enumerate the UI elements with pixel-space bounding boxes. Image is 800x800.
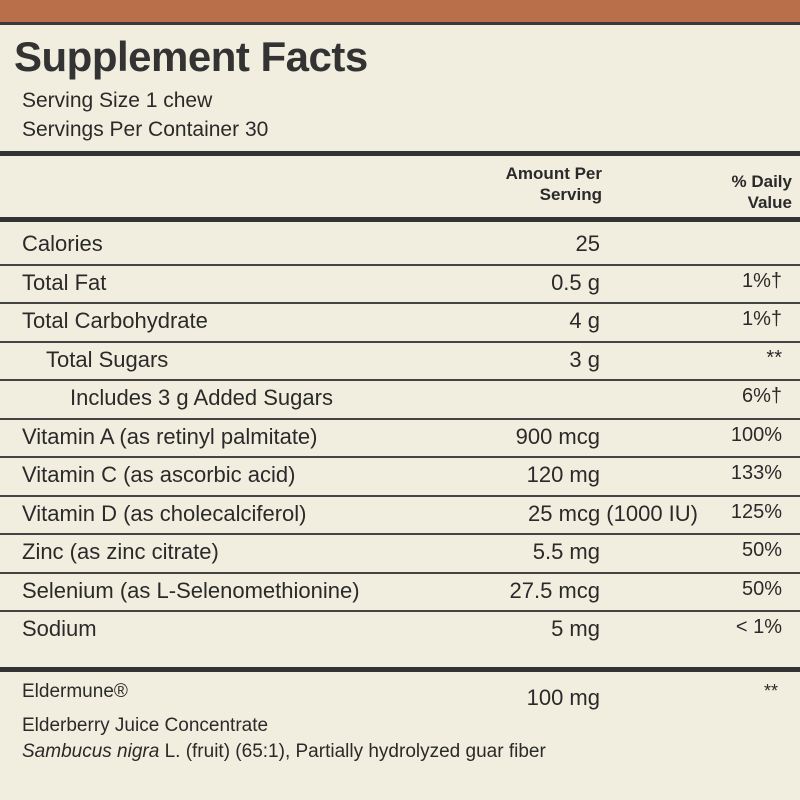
amount: 900 mcg <box>515 423 600 449</box>
rule <box>0 571 800 574</box>
amount: 0.5 g <box>551 269 600 295</box>
rule <box>0 302 800 304</box>
blend-line: Elderberry Juice Concentrate <box>22 715 269 736</box>
daily-value: 133% <box>730 462 782 484</box>
serving-size: Serving Size 1 chew <box>22 89 213 112</box>
nutrient-name: Includes 3 g Added Sugars <box>70 385 333 410</box>
nutrient-name: Selenium (as L-Selenomethionine) <box>22 577 360 603</box>
daily-value: 125% <box>730 500 782 523</box>
daily-value: 1%† <box>741 269 782 292</box>
blend-name: Eldermune® <box>22 681 128 702</box>
amount: 3 g <box>569 346 600 372</box>
column-header: Amount Per Serving <box>505 164 602 204</box>
amount: 5.5 mg <box>532 539 600 564</box>
daily-value: 100% <box>730 423 782 446</box>
rule <box>0 217 800 222</box>
daily-value: 50% <box>741 539 782 561</box>
amount: 25 <box>575 231 600 256</box>
rule <box>0 151 800 156</box>
rule <box>0 417 800 420</box>
supplement-label: Supplement Facts Serving Size 1 chew Ser… <box>0 22 800 800</box>
amount: 25 mcg (1000 IU) <box>528 500 698 526</box>
rule <box>0 667 800 672</box>
rule <box>0 533 800 535</box>
amount: 4 g <box>569 308 600 333</box>
species: Sambucus nigra <box>22 741 160 762</box>
daily-value: 6%† <box>741 385 782 407</box>
nutrient-name: Vitamin A (as retinyl palmitate) <box>22 423 318 449</box>
daily-value: ** <box>766 346 782 369</box>
nutrient-name: Sodium <box>22 616 97 641</box>
rule <box>0 379 800 381</box>
nutrient-name: Zinc (as zinc citrate) <box>22 539 219 564</box>
amount: 27.5 mcg <box>509 577 601 603</box>
column-header: % Daily Value <box>731 172 792 212</box>
rule <box>0 610 800 612</box>
amount: 5 mg <box>551 616 600 641</box>
nutrient-name: Calories <box>22 231 103 256</box>
nutrient-name: Total Carbohydrate <box>22 308 208 333</box>
nutrient-name: Total Sugars <box>46 346 169 372</box>
nutrient-name: Total Fat <box>22 269 107 295</box>
blend-amount: 100 mg <box>526 685 600 710</box>
rule <box>0 456 800 458</box>
nutrient-name: Vitamin D (as cholecalciferol) <box>22 500 307 526</box>
amount: 120 mg <box>526 462 600 487</box>
blend-dv: ** <box>763 681 778 701</box>
nutrient-name: Vitamin C (as ascorbic acid) <box>22 462 296 487</box>
servings: Servings Per Container 30 <box>22 118 269 141</box>
rule <box>0 494 800 497</box>
blend-line: Sambucus nigra L. (fruit) (65:1), Partia… <box>22 741 546 763</box>
title: Supplement Facts <box>14 33 368 80</box>
daily-value: 50% <box>741 577 782 600</box>
rule <box>0 340 800 343</box>
daily-value: 1%† <box>741 308 782 330</box>
rule <box>0 263 800 266</box>
daily-value: < 1% <box>735 616 782 638</box>
blend-text: L. (fruit) (65:1), Partially hydrolyzed … <box>159 741 546 762</box>
